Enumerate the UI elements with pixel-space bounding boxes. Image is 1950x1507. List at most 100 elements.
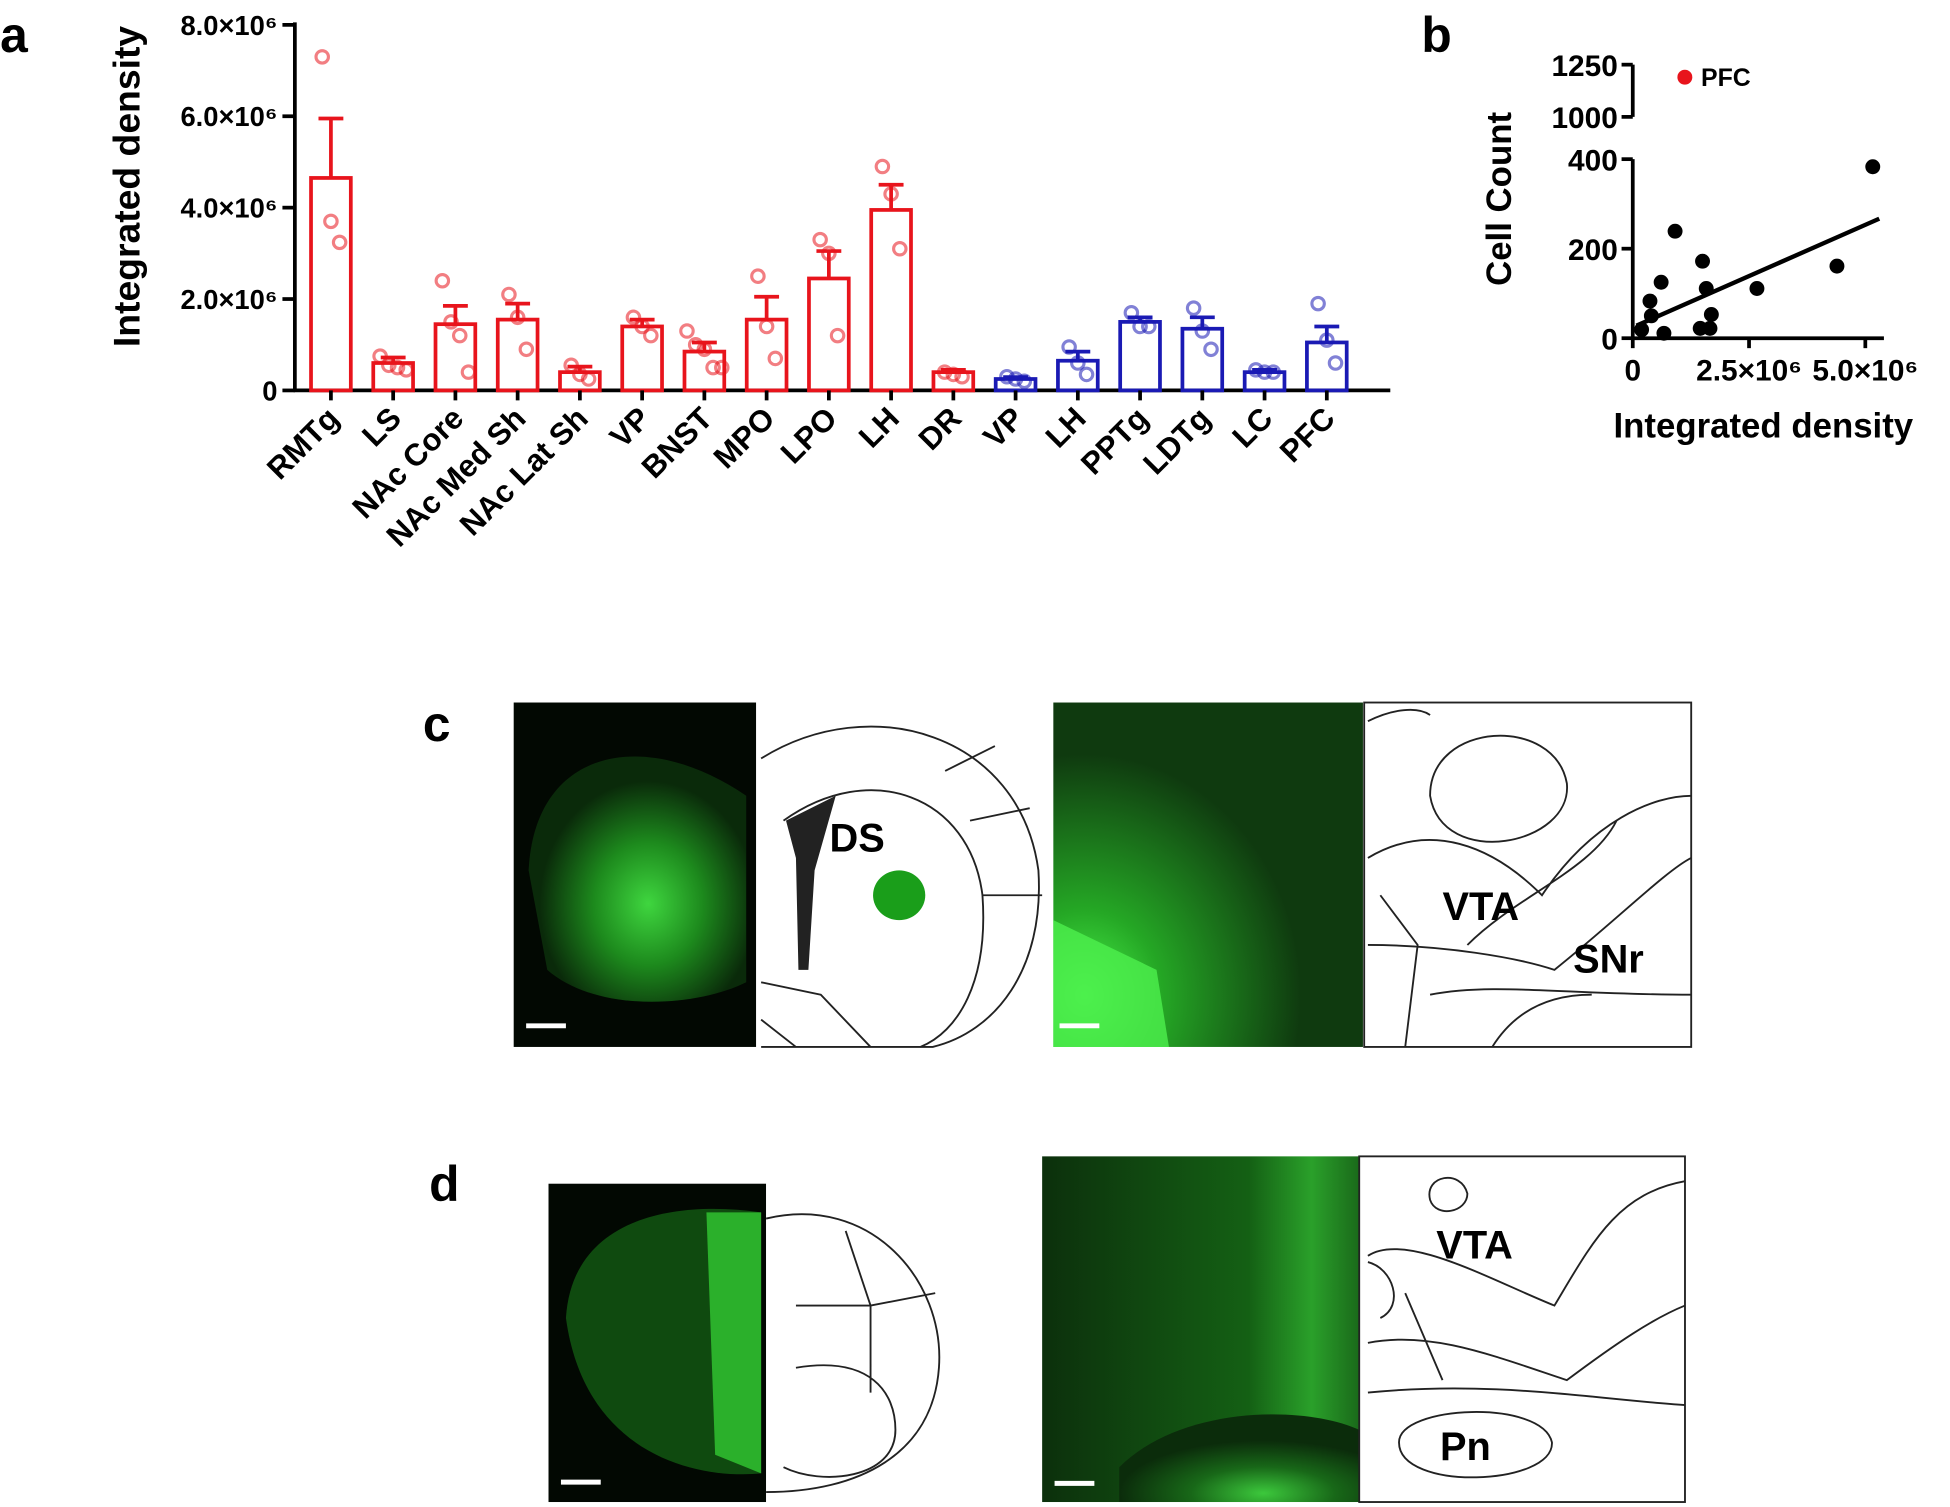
data-point <box>1865 159 1881 175</box>
ventricle <box>786 795 836 970</box>
data-point <box>1310 295 1326 312</box>
x-tick-label: DR <box>912 400 968 456</box>
atlas-outline <box>760 725 1040 1048</box>
atlas <box>1358 1155 1686 1503</box>
data-point <box>892 241 908 257</box>
data-point <box>398 362 414 378</box>
bar <box>433 322 478 393</box>
data-point <box>999 368 1015 385</box>
data-point <box>1203 341 1219 358</box>
panel-letter: b <box>1421 7 1451 63</box>
y-tick-label: 0 <box>262 375 277 406</box>
y-tick-label: 8.0×10⁶ <box>180 10 277 41</box>
y-tick-label: 200 <box>1568 234 1618 267</box>
data-point <box>389 359 406 376</box>
data-point <box>767 350 784 367</box>
x-tick-label: 0 <box>1624 354 1641 387</box>
data-point <box>821 245 837 262</box>
data-point <box>1078 366 1095 383</box>
data-point <box>331 234 348 251</box>
data-point <box>1749 281 1765 296</box>
highlight-point <box>1677 69 1693 85</box>
data-point <box>625 309 642 326</box>
data-point <box>643 327 659 344</box>
atlas-outline <box>1367 1177 1686 1479</box>
atlas <box>766 1183 941 1503</box>
highlight-label: PFC <box>1701 64 1751 92</box>
data-point <box>1702 320 1718 336</box>
x-tick-label: LPO <box>774 400 844 470</box>
data-point <box>1667 223 1683 239</box>
data-point <box>381 357 397 374</box>
data-point <box>705 359 721 376</box>
atlas-outline <box>765 1213 941 1494</box>
data-point <box>443 314 459 330</box>
x-axis-label: Integrated density <box>1613 407 1913 446</box>
atlas-outline <box>760 745 1043 1048</box>
region-label: VTA <box>1436 1223 1513 1267</box>
region-label: DS <box>830 817 885 861</box>
data-point <box>1185 300 1202 316</box>
x-tick-label: LH <box>852 400 906 454</box>
data-point <box>936 364 953 380</box>
data-point <box>1132 318 1148 335</box>
data-point <box>501 286 517 303</box>
data-point <box>634 318 650 335</box>
atlas-outline <box>782 789 985 1048</box>
x-tick-label: MPO <box>707 400 782 475</box>
data-point <box>1256 364 1273 380</box>
panel-letter: d <box>429 1156 459 1212</box>
trend-line <box>1635 216 1881 328</box>
data-point <box>1070 355 1086 371</box>
fluorescence <box>1119 1414 1360 1503</box>
panel-d-images: VTA Pn <box>548 1155 1686 1503</box>
data-point <box>1007 371 1024 387</box>
y-tick-label: 0 <box>1601 323 1618 356</box>
region-label: VTA <box>1443 885 1520 929</box>
bar <box>309 176 353 393</box>
data-point <box>1141 318 1157 335</box>
x-tick-label: LC <box>1225 400 1279 454</box>
y-tick-label: 2.0×10⁶ <box>180 284 277 315</box>
fluorescence <box>1053 920 1169 1047</box>
data-point <box>372 348 388 364</box>
data-point <box>1656 325 1672 341</box>
data-point <box>1327 355 1344 371</box>
data-point <box>812 231 828 248</box>
data-point <box>1265 364 1282 380</box>
x-tick-label: 2.5×10⁶ <box>1696 354 1802 387</box>
data-point <box>750 268 766 284</box>
x-tick-label: BNST <box>635 400 720 485</box>
data-point <box>874 158 891 175</box>
y-axis-label: Cell Count <box>1480 112 1519 286</box>
data-point <box>1194 323 1211 339</box>
data-point <box>883 186 899 202</box>
brain-section <box>528 756 747 1002</box>
x-tick-label: LDTg <box>1136 400 1217 481</box>
x-tick-label: RMTg <box>260 400 346 486</box>
x-tick-label: VP <box>976 400 1030 454</box>
fluorescence <box>706 1212 762 1474</box>
data-point <box>1703 307 1719 322</box>
data-point <box>518 341 535 358</box>
data-point <box>1695 253 1710 269</box>
data-point <box>679 323 695 339</box>
y-tick-label: 400 <box>1568 144 1618 177</box>
data-point <box>1061 339 1077 355</box>
x-tick-label: 5.0×10⁶ <box>1812 354 1918 387</box>
region-label: SNr <box>1573 937 1644 981</box>
data-point <box>451 327 468 344</box>
panel-letter: c <box>423 696 451 752</box>
y-axis-label: Integrated density <box>105 26 147 347</box>
atlas <box>1363 701 1693 1048</box>
y-tick-label: 1250 <box>1551 50 1617 83</box>
bar <box>869 208 913 393</box>
y-tick-label: 4.0×10⁶ <box>180 193 277 224</box>
data-point <box>434 272 451 289</box>
data-point <box>1642 293 1658 309</box>
data-point <box>460 364 477 380</box>
data-point <box>945 366 962 383</box>
injection-site <box>873 870 926 921</box>
data-point <box>758 318 775 335</box>
data-point <box>1634 322 1650 338</box>
